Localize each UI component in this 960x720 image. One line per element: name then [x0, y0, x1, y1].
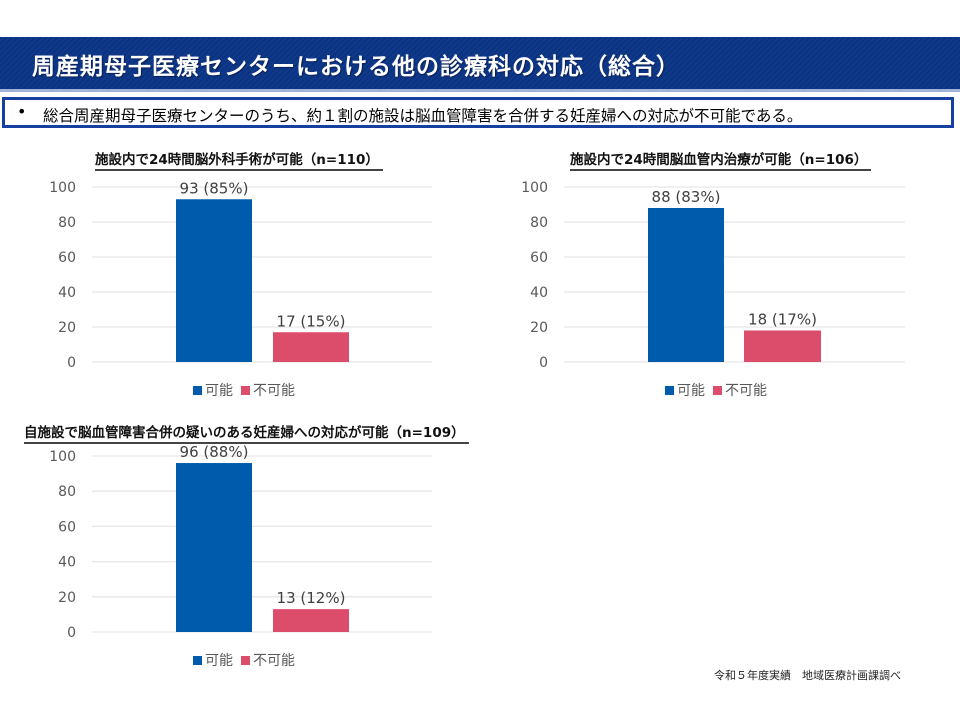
- page-title: 周産期母子医療センターにおける他の診療科の対応（総合）: [32, 54, 680, 80]
- legend-label: 可能: [677, 383, 705, 399]
- legend-label: 可能: [205, 383, 233, 399]
- legend-item-possible: 可能: [193, 380, 233, 400]
- data-label: 96 (88%): [180, 443, 249, 461]
- y-tick-label: 60: [530, 250, 548, 266]
- legend-label: 不可能: [253, 653, 295, 669]
- legend-item-impossible: 不可能: [241, 380, 295, 400]
- chart-title: 施設内で24時間脳外科手術が可能（n=110）: [95, 152, 383, 171]
- bar-impossible: [273, 332, 349, 362]
- slide-header: 周産期母子医療センターにおける他の診療科の対応（総合）: [0, 37, 960, 92]
- y-tick-label: 100: [521, 180, 548, 196]
- data-label: 18 (17%): [748, 311, 817, 329]
- legend-label: 不可能: [253, 383, 295, 399]
- y-tick-label: 80: [530, 215, 548, 231]
- y-tick-label: 0: [67, 355, 76, 371]
- data-label: 13 (12%): [277, 589, 346, 607]
- y-tick-label: 40: [58, 285, 76, 301]
- bar-impossible: [273, 609, 349, 632]
- y-tick-label: 20: [530, 320, 548, 336]
- y-tick-label: 40: [530, 285, 548, 301]
- y-tick-label: 80: [58, 215, 76, 231]
- legend-item-possible: 可能: [665, 380, 705, 400]
- y-tick-label: 60: [58, 250, 76, 266]
- summary-text: 総合周産期母子医療センターのうち、約１割の施設は脳血管障害を合併する妊産婦への対…: [43, 107, 803, 125]
- data-label: 17 (15%): [277, 312, 346, 330]
- legend-swatch-possible: [665, 385, 674, 395]
- legend-label: 可能: [205, 653, 233, 669]
- y-tick-label: 80: [58, 484, 76, 500]
- legend-swatch-impossible: [713, 385, 722, 395]
- y-tick-label: 40: [58, 555, 76, 571]
- data-label: 93 (85%): [180, 179, 249, 197]
- chart-legend: 可能 不可能: [665, 380, 775, 400]
- y-tick-label: 20: [58, 320, 76, 336]
- chart-legend: 可能 不可能: [193, 650, 303, 670]
- y-tick-label: 100: [49, 449, 76, 465]
- chart-title: 施設内で24時間脳血管内治療が可能（n=106）: [570, 152, 872, 171]
- legend-swatch-possible: [193, 385, 202, 395]
- source-note: 令和５年度実績 地域医療計画課調べ: [714, 669, 901, 682]
- y-tick-label: 20: [58, 590, 76, 606]
- bar-impossible: [744, 330, 821, 362]
- legend-swatch-possible: [193, 655, 202, 665]
- legend-item-possible: 可能: [193, 650, 233, 670]
- chart-legend: 可能 不可能: [193, 380, 303, 400]
- summary-box: • 総合周産期母子医療センターのうち、約１割の施設は脳血管障害を合併する妊産婦へ…: [2, 97, 954, 128]
- bar-possible: [648, 208, 724, 362]
- legend-label: 不可能: [725, 383, 767, 399]
- legend-swatch-impossible: [241, 655, 250, 665]
- bar-possible: [176, 199, 252, 362]
- y-tick-label: 0: [539, 355, 548, 371]
- data-label: 88 (83%): [652, 188, 721, 206]
- y-tick-label: 0: [67, 625, 76, 641]
- legend-swatch-impossible: [241, 385, 250, 395]
- chart-title: 自施設で脳血管障害合併の疑いのある妊産婦への対応が可能（n=109）: [24, 425, 469, 444]
- legend-item-impossible: 不可能: [241, 650, 295, 670]
- bullet-icon: •: [17, 102, 27, 121]
- y-tick-label: 100: [49, 180, 76, 196]
- y-tick-label: 60: [58, 519, 76, 535]
- legend-item-impossible: 不可能: [713, 380, 767, 400]
- bar-possible: [176, 463, 252, 632]
